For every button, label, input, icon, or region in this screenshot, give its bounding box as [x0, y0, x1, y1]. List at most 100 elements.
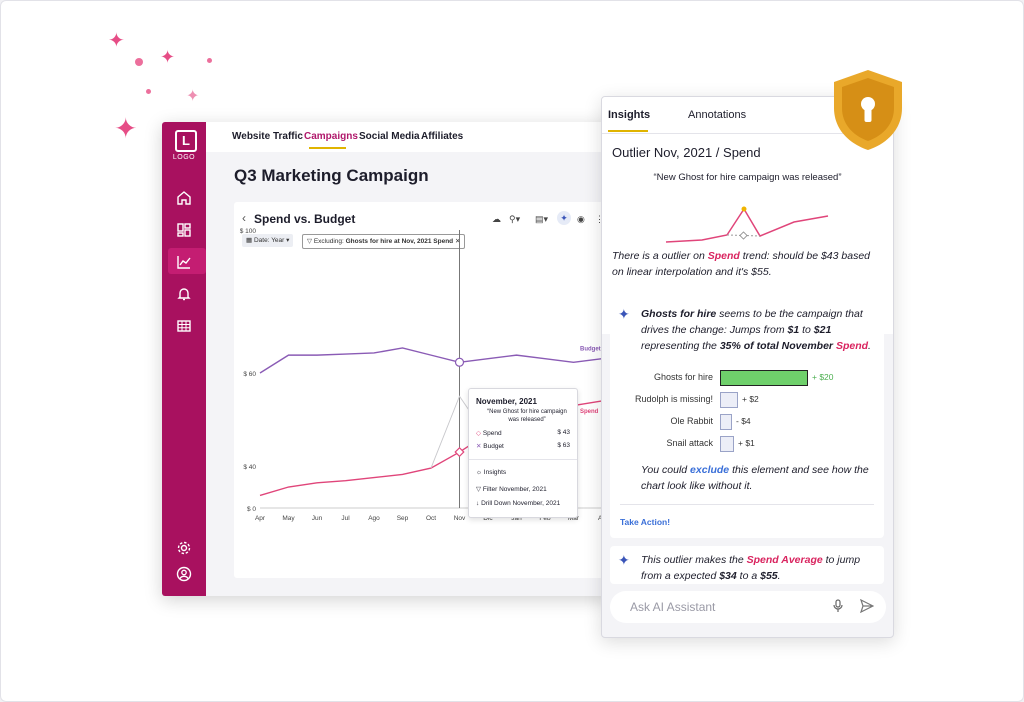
- tab-social-media[interactable]: Social Media: [359, 131, 420, 142]
- excluding-prefix: Excluding:: [313, 238, 344, 245]
- logo[interactable]: L: [175, 130, 197, 152]
- tooltip-row-spend: ◇ Spend $ 43: [476, 429, 570, 437]
- contribution-bar[interactable]: [720, 414, 732, 430]
- settings-icon[interactable]: [174, 538, 194, 558]
- spend-marker-icon: ◇: [476, 430, 481, 437]
- ai-sparkle-icon: ✦: [618, 306, 630, 322]
- insight-1-from: $1: [787, 324, 800, 336]
- x-tick-label: Apr: [255, 515, 266, 522]
- bar-label: Rudolph is missing!: [634, 394, 713, 404]
- x-tick-label: Dic: [483, 515, 493, 522]
- ai-sparkle-icon[interactable]: ✦: [557, 211, 571, 225]
- excluding-value: Ghosts for hire at Nov, 2021 Spend: [345, 238, 454, 245]
- date-filter[interactable]: ▦ Date: Year ▾: [242, 234, 294, 247]
- arrow-down-icon: ↓: [476, 500, 480, 507]
- dashboard-icon[interactable]: [174, 220, 194, 240]
- send-icon[interactable]: [859, 598, 875, 618]
- outlier-description: There is a outlier on Spend trend: shoul…: [612, 248, 882, 280]
- insight-1-b: seems to be the campaign that drives the…: [641, 308, 863, 336]
- outlier-title: Outlier Nov, 2021 / Spend: [612, 145, 761, 160]
- insight-2-g: .: [777, 570, 781, 582]
- exclude-text-1: You could: [641, 464, 691, 476]
- close-icon[interactable]: ✕: [454, 238, 461, 245]
- sparkle-icon: ✦: [108, 30, 125, 52]
- bell-icon[interactable]: [174, 284, 194, 304]
- tooltip-action-drilldown[interactable]: ↓ Drill Down November, 2021: [476, 500, 560, 507]
- exclude-link[interactable]: exclude: [690, 464, 730, 476]
- ai-insights-panel: Insights Annotations Outlier Nov, 2021 /…: [601, 96, 894, 638]
- budget-end-label: Budget: [580, 347, 601, 353]
- sparkline-spend: [665, 207, 829, 243]
- outlier-text-1: There is a outlier on: [612, 250, 708, 262]
- tooltip-divider: [469, 459, 577, 460]
- bar-value: + $2: [742, 394, 759, 404]
- bar-value: + $1: [738, 438, 755, 448]
- excluding-filter[interactable]: ▽ Excluding: Ghosts for hire at Nov, 202…: [302, 234, 466, 249]
- camera-icon[interactable]: ◉: [577, 214, 585, 224]
- chart-title: Spend vs. Budget: [254, 212, 356, 226]
- contribution-bar[interactable]: [720, 392, 738, 408]
- chart-type-icon[interactable]: ▤▾: [535, 214, 549, 224]
- spend-end-label: Spend: [580, 409, 599, 415]
- back-chevron-icon[interactable]: ‹: [242, 211, 246, 225]
- y-tick-label: $ 100: [240, 228, 257, 235]
- ask-assistant-input[interactable]: Ask AI Assistant: [610, 591, 886, 623]
- contribution-bar[interactable]: [720, 370, 808, 386]
- insight-2-actual: $55: [760, 570, 778, 582]
- insight-1-text: Ghosts for hire seems to be the campaign…: [641, 306, 877, 354]
- ai-sparkle-icon: ✦: [618, 552, 630, 568]
- take-action-link[interactable]: Take Action!: [620, 517, 671, 527]
- tab-campaigns[interactable]: Campaigns: [304, 131, 358, 142]
- page-title: Q3 Marketing Campaign: [234, 166, 429, 185]
- insight-2-text: This outlier makes the Spend Average to …: [641, 552, 877, 584]
- cloud-download-icon[interactable]: ☁: [492, 214, 501, 224]
- more-icon[interactable]: ⋮: [595, 214, 604, 224]
- tooltip-action-insights[interactable]: ☼ Insights: [476, 469, 506, 476]
- x-tick-label: Jan: [511, 515, 522, 522]
- home-icon[interactable]: [174, 188, 194, 208]
- contribution-bar[interactable]: [720, 436, 734, 452]
- insight-1-share: 35% of total November: [719, 340, 834, 352]
- insight-2-expected: $34: [719, 570, 737, 582]
- insight-2-c: to jump from a expected: [641, 554, 861, 582]
- trend-chart-icon[interactable]: [174, 252, 194, 272]
- tooltip-spend-value: $ 43: [557, 429, 570, 436]
- x-tick-label: May: [282, 515, 295, 522]
- x-tick-label: Oct: [426, 515, 436, 522]
- table-icon[interactable]: [174, 316, 194, 336]
- tab-insights[interactable]: Insights: [608, 109, 651, 121]
- outlier-sparkline: [665, 206, 829, 243]
- budget-point-marker: [454, 357, 465, 367]
- y-tick-label: $ 40: [243, 464, 256, 471]
- tab-affiliates[interactable]: Affiliates: [421, 131, 464, 142]
- active-tab-underline: [309, 147, 346, 149]
- budget-marker-icon: ✕: [476, 443, 482, 450]
- x-tick-label: Sep: [397, 515, 409, 522]
- user-icon[interactable]: [174, 564, 194, 584]
- microphone-icon[interactable]: [832, 599, 844, 618]
- zoom-icon[interactable]: ⚲▾: [509, 214, 521, 224]
- sparkline-expected-marker: [739, 231, 748, 240]
- tab-website-traffic[interactable]: Website Traffic: [232, 131, 303, 142]
- tooltip-action-filter-label: Filter November, 2021: [482, 486, 547, 493]
- exclude-text-2: this element and see how the chart look …: [641, 464, 869, 492]
- sidebar: L LOGO: [162, 122, 206, 596]
- sparkline-outlier-dot: [741, 206, 747, 212]
- outlier-text-spend: Spend: [707, 250, 740, 262]
- dashboard-window: L LOGO Website Traffic Campaigns Social …: [162, 122, 611, 596]
- tooltip-title: November, 2021: [476, 397, 537, 406]
- tooltip-action-insights-label: Insights: [483, 469, 507, 476]
- tab-annotations[interactable]: Annotations: [688, 109, 747, 121]
- decor-dot: [146, 89, 151, 94]
- tooltip-row-budget: ✕ Budget $ 63: [476, 442, 570, 450]
- bar-label: Snail attack: [666, 438, 713, 448]
- tooltip-action-filter[interactable]: ▽ Filter November, 2021: [476, 485, 547, 493]
- x-tick-label: Jun: [312, 515, 323, 522]
- decor-dot: [207, 58, 212, 63]
- filter-icon: ▽: [307, 238, 312, 245]
- insight-2-a: This outlier makes the: [641, 554, 747, 566]
- budget-series-line: [259, 347, 603, 374]
- decor-dot: [135, 58, 143, 66]
- insights-icon: ☼: [476, 469, 482, 476]
- y-tick-label: $ 0: [247, 506, 256, 513]
